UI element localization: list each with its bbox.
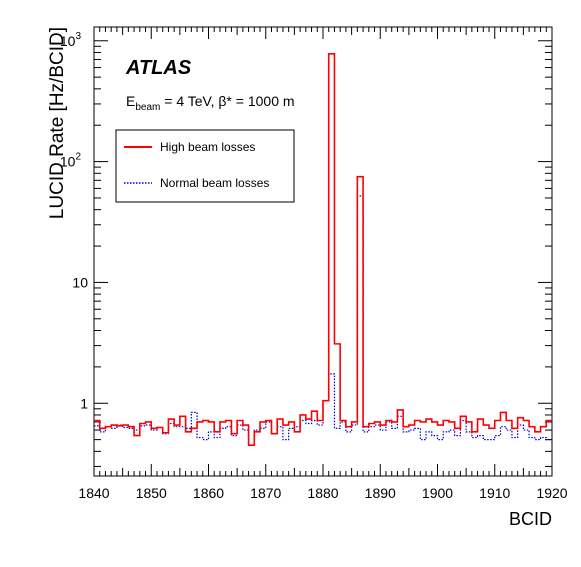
x-tick-label: 1840 [78, 485, 109, 501]
series-layer [94, 53, 552, 446]
legend-label-normal: Normal beam losses [160, 176, 269, 190]
legend-box [115, 129, 295, 203]
x-tick-label: 1910 [479, 485, 510, 501]
x-tick-label: 1890 [365, 485, 396, 501]
beam-energy-symbol: E [126, 93, 135, 109]
beam-condition-label: Ebeam = 4 TeV, β* = 1000 m [126, 93, 295, 113]
x-axis-label: BCID [509, 509, 552, 529]
legend-label-high: High beam losses [160, 140, 255, 154]
beam-subscript: beam [135, 102, 160, 113]
x-tick-label: 1880 [307, 485, 338, 501]
atlas-label: ATLAS [125, 57, 192, 79]
x-tick-label: 1850 [136, 485, 167, 501]
x-tick-label: 1870 [250, 485, 281, 501]
beta-star-value: = 1000 m [232, 93, 295, 109]
x-axis-ticks: 1840 1850 1860 1870 1880 1890 1900 1910 1920 [78, 27, 568, 501]
y-tick-label: 1 [80, 395, 88, 411]
y-tick-label: 102 [60, 152, 82, 170]
x-tick-label: 1900 [422, 485, 453, 501]
x-tick-label: 1860 [193, 485, 224, 501]
series-line-high-beam-losses [94, 53, 552, 446]
y-axis-ticks: 1 10 102 103 [60, 31, 552, 467]
y-tick-label: 10 [72, 274, 88, 290]
x-tick-label: 1920 [536, 485, 567, 501]
y-axis-label: LUCID Rate [Hz/BCID] [47, 27, 68, 219]
beam-energy-value: = 4 TeV, [160, 93, 218, 109]
beta-star-symbol: β* [218, 93, 232, 109]
legend: High beam losses Normal beam losses [115, 129, 295, 203]
y-tick-label: 103 [60, 31, 82, 49]
